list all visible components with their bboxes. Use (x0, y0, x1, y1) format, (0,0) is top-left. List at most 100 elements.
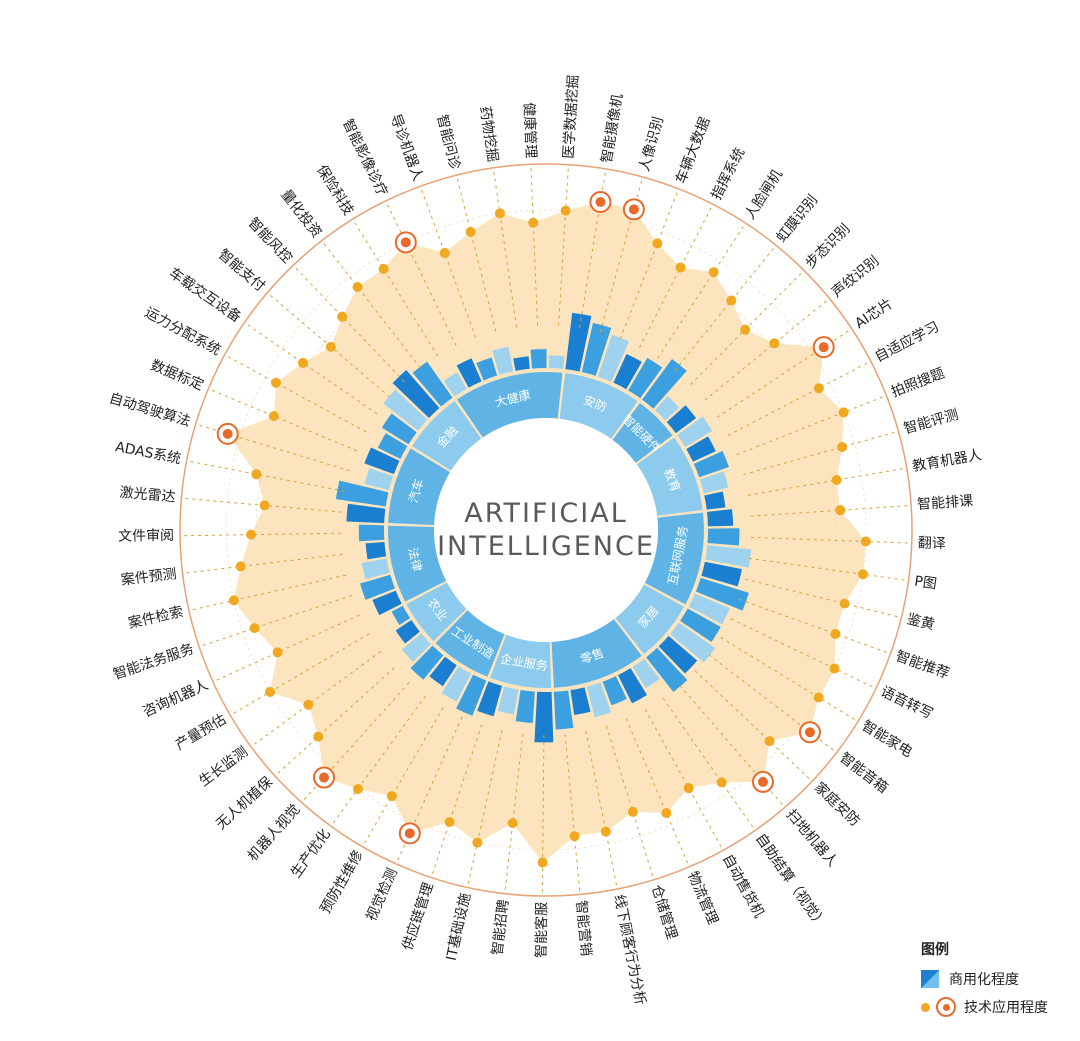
dot-激光雷达 (259, 500, 270, 511)
bars-layer (335, 312, 752, 743)
label-智能家电: 智能家电 (859, 717, 916, 761)
bar-无人机植保 (401, 633, 431, 662)
label-智能摄像机: 智能摄像机 (599, 93, 626, 165)
leader-line (213, 614, 360, 682)
bar-供应链管理 (477, 681, 503, 717)
dot-人脸闸机 (708, 267, 719, 278)
dot-智能客服 (537, 857, 548, 868)
dot-自动驾驶算法 (222, 428, 233, 439)
dot-智能音箱 (804, 727, 815, 738)
leader-line (362, 707, 444, 847)
leader-line (420, 187, 477, 338)
sector-安防 (559, 373, 638, 439)
leader-line (743, 431, 898, 476)
leader-line (657, 223, 746, 359)
leader-line (385, 201, 457, 346)
sector-农业 (406, 582, 467, 642)
outer-ring (179, 163, 913, 897)
leader-line (744, 578, 901, 618)
label-视觉检测: 视觉检测 (363, 866, 401, 924)
dot-语音转写 (829, 663, 840, 674)
bar-自助结算（视觉） (632, 658, 660, 689)
sector-教育 (636, 437, 703, 516)
dot-扫地机器人 (757, 776, 768, 787)
center-title-line1: ARTIFICIAL (464, 498, 628, 529)
bar-视觉检测 (456, 674, 487, 716)
dot-人像识别 (628, 204, 639, 215)
highlight-ring-icon (936, 997, 956, 1017)
dot-线下顾客行为分析 (600, 826, 611, 837)
bar-车辆大数据 (597, 334, 630, 382)
label-案件检索: 案件检索 (126, 603, 184, 632)
sector-label-汽车: 汽车 (405, 477, 426, 504)
leader-line (748, 557, 908, 581)
bar-P图 (705, 545, 752, 568)
sector-金融 (412, 401, 482, 471)
label-物流管理: 物流管理 (684, 869, 721, 927)
legend-dot-row: 技术应用程度 (921, 997, 1048, 1017)
leader-line (625, 718, 690, 867)
dot-智能支付 (325, 341, 336, 352)
label-人像识别: 人像识别 (637, 115, 667, 173)
dot-P图 (857, 569, 868, 580)
leader-line (644, 709, 724, 850)
bar-医学数据挖掘 (548, 355, 565, 369)
label-人脸闸机: 人脸闸机 (742, 167, 786, 223)
leader-line (564, 734, 581, 894)
leader-line (662, 697, 755, 830)
dot-药物挖掘 (494, 208, 505, 219)
dot-智能法务服务 (249, 623, 260, 634)
label-自适应学习: 自适应学习 (872, 318, 942, 365)
legend: 图例 商用化程度 技术应用程度 (921, 939, 1048, 1017)
leader-lines (181, 165, 911, 895)
leader-line (244, 322, 378, 415)
label-扫地机器人: 扫地机器人 (783, 807, 841, 870)
leader-line (750, 504, 911, 517)
label-生产优化: 生产优化 (288, 826, 334, 881)
center-title-line2: INTELLIGENCE (437, 531, 655, 562)
bar-自动售货机 (617, 668, 648, 704)
dot-家庭安防 (764, 736, 775, 747)
label-智能影像诊疗: 智能影像诊疗 (339, 117, 390, 200)
sector-工业制造 (435, 610, 505, 677)
label-智能法务服务: 智能法务服务 (111, 641, 196, 683)
bar-智能影像诊疗 (456, 358, 482, 388)
dot-虹膜识别 (726, 295, 737, 306)
leader-line (230, 633, 370, 716)
leader-line (558, 165, 569, 326)
dot-智能摄像机 (595, 196, 606, 207)
bar-声纹识别 (666, 405, 697, 434)
leader-line (352, 219, 439, 357)
dot-物流管理 (661, 807, 672, 818)
bar-智能推荐 (695, 577, 749, 611)
label-文件审阅: 文件审阅 (118, 528, 174, 545)
label-鉴黄: 鉴黄 (905, 610, 936, 633)
dot-导诊机器人 (439, 247, 450, 258)
dot-仓储管理 (627, 806, 638, 817)
leader-line (727, 361, 871, 436)
dot-医学数据挖掘 (560, 205, 571, 216)
leader-line (730, 618, 876, 689)
bar-智能摄像机 (565, 312, 592, 372)
bar-线下顾客行为分析 (570, 687, 591, 716)
leader-line (738, 598, 890, 654)
label-智能问诊: 智能问诊 (433, 113, 462, 171)
leader-line (251, 650, 382, 747)
bar-家庭安防 (658, 635, 698, 674)
leader-line (293, 265, 405, 383)
dot-产量预估 (265, 686, 276, 697)
leader-line (321, 241, 421, 369)
leader-line (747, 467, 906, 496)
bar-案件预测 (365, 542, 387, 560)
legend-dot-label: 技术应用程度 (964, 1000, 1048, 1016)
dot-自助结算（视觉） (716, 777, 727, 788)
sector-家居 (615, 584, 685, 655)
dot-智能推荐 (830, 628, 841, 639)
leader-line (619, 189, 679, 340)
bar-智能营销 (553, 690, 574, 730)
dot-指挥系统 (675, 262, 686, 273)
dot-案件检索 (228, 595, 239, 606)
bar-语音转写 (688, 593, 730, 625)
label-声纹识别: 声纹识别 (829, 253, 882, 301)
leader-line (225, 354, 367, 433)
